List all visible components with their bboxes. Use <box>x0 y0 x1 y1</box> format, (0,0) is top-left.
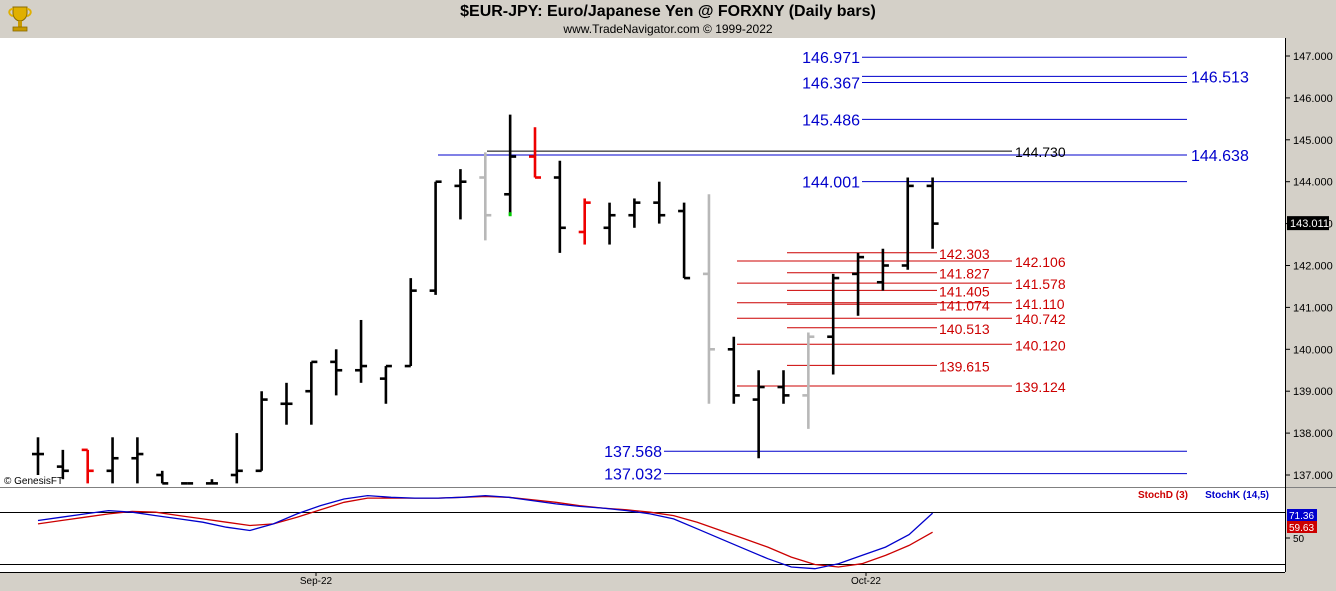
blue-level-label: 146.971 <box>802 50 860 67</box>
trophy-logo-icon <box>8 6 32 32</box>
stoch-series-line <box>37 494 934 570</box>
ohlc-bar <box>727 336 740 404</box>
ohlc-bar <box>529 127 541 179</box>
ohlc-bar <box>255 391 268 473</box>
red-level-label: 141.827 <box>939 266 990 282</box>
ohlc-bar <box>901 177 914 270</box>
price-tick-label: 139.000 <box>1293 386 1333 398</box>
price-tick-label: 147.000 <box>1293 51 1333 63</box>
blue-level-label: 146.367 <box>802 76 860 93</box>
ohlc-bar <box>404 278 417 368</box>
ohlc-bar <box>777 370 790 404</box>
ohlc-bar <box>156 470 169 485</box>
ohlc-bar <box>454 169 467 220</box>
price-tick-label: 140.000 <box>1293 344 1333 356</box>
ohlc-bar <box>32 437 44 475</box>
ohlc-bar <box>653 181 666 224</box>
blue-level-label: 144.001 <box>802 175 860 192</box>
price-tick-label: 137.000 <box>1293 470 1333 482</box>
blue-level-label: 145.486 <box>802 112 860 129</box>
ohlc-bar <box>578 198 591 245</box>
price-tick-label: 144.000 <box>1293 177 1333 189</box>
price-level-lines: 146.971 146.513 146.367 145.486 144.638 144.0… <box>438 50 1249 484</box>
price-axis: 147.000146.000145.000144.000143.000142.0… <box>1285 51 1333 482</box>
red-level-label: 142.303 <box>939 246 990 262</box>
red-level-label: 141.074 <box>939 297 990 313</box>
blue-level-label: 137.032 <box>604 467 662 484</box>
ohlc-bar <box>504 114 517 216</box>
ohlc-bar <box>876 248 889 291</box>
red-level-label: 141.405 <box>939 283 990 299</box>
blue-level-label: 137.568 <box>604 444 662 461</box>
stoch-k-value-box <box>1287 509 1317 521</box>
stoch-legend-k: StochK (14,5) <box>1205 490 1269 501</box>
price-tick-label: 138.000 <box>1293 428 1333 440</box>
stoch-legend-d: StochD (3) <box>1138 490 1188 501</box>
red-level-label: 139.124 <box>1015 379 1066 395</box>
ohlc-bar <box>479 152 492 241</box>
price-plot-area <box>0 38 1285 487</box>
stoch-d-value: 59.63 <box>1289 523 1314 534</box>
ohlc-bar <box>926 177 939 249</box>
ohlc-bar <box>429 180 442 295</box>
price-tick-label: 146.000 <box>1293 93 1333 105</box>
ohlc-bars <box>32 114 939 485</box>
signal-marker <box>508 212 512 217</box>
blue-level-label: 146.513 <box>1191 69 1249 86</box>
time-tick-label: Sep-22 <box>300 576 333 587</box>
ohlc-bar <box>230 433 243 484</box>
stoch-series-line <box>37 495 933 568</box>
ohlc-bar <box>752 370 765 459</box>
last-price-box <box>1287 216 1329 231</box>
stoch-k-value: 71.36 <box>1289 511 1314 522</box>
time-tick-label: Oct-22 <box>851 576 881 587</box>
ohlc-bar <box>131 437 144 484</box>
price-tick-label: 141.000 <box>1293 302 1333 314</box>
red-level-label: 139.615 <box>939 358 990 374</box>
stoch-tick-label: 50 <box>1293 534 1305 545</box>
ohlc-bar <box>330 349 343 396</box>
ohlc-bar <box>553 160 566 253</box>
ohlc-bar <box>802 332 815 429</box>
ohlc-bar <box>827 273 840 375</box>
ohlc-bar <box>678 202 691 280</box>
blue-level-label: 144.638 <box>1191 148 1249 165</box>
ohlc-bar <box>379 364 392 404</box>
ohlc-bar <box>628 198 641 228</box>
price-tick-label: 145.000 <box>1293 135 1333 147</box>
ohlc-bar <box>280 382 293 425</box>
time-axis: Sep-22 Oct-22 <box>300 572 881 587</box>
ohlc-bar <box>81 448 94 484</box>
black-level-label: 144.730 <box>1015 144 1066 160</box>
ohlc-bar <box>603 202 616 245</box>
last-price-label: 143.011 <box>1290 218 1329 230</box>
ohlc-bar <box>56 449 69 480</box>
stoch-d-value-box <box>1287 521 1317 533</box>
ohlc-bar <box>305 360 318 425</box>
stoch-plot-area <box>0 497 1285 572</box>
chart-header: $EUR-JPY: Euro/Japanese Yen @ FORXNY (Da… <box>0 0 1336 38</box>
stoch-header-area <box>0 488 1285 497</box>
genesis-credit: © GenesisFT <box>4 476 63 487</box>
price-tick-label: 142.000 <box>1293 261 1333 273</box>
red-level-label: 140.742 <box>1015 311 1066 327</box>
red-level-label: 141.110 <box>1015 296 1065 312</box>
red-level-label: 141.578 <box>1015 276 1066 292</box>
red-level-label: 140.513 <box>939 321 990 337</box>
ohlc-bar <box>205 479 218 485</box>
chart-subtitle: www.TradeNavigator.com © 1999-2022 <box>563 22 773 36</box>
ohlc-bar <box>106 437 119 484</box>
chart-title: $EUR-JPY: Euro/Japanese Yen @ FORXNY (Da… <box>460 3 876 20</box>
red-level-label: 140.120 <box>1015 337 1066 353</box>
ohlc-bar <box>702 194 715 404</box>
ohlc-bar <box>852 252 865 316</box>
red-level-label: 142.106 <box>1015 254 1066 270</box>
ohlc-bar <box>355 319 368 383</box>
